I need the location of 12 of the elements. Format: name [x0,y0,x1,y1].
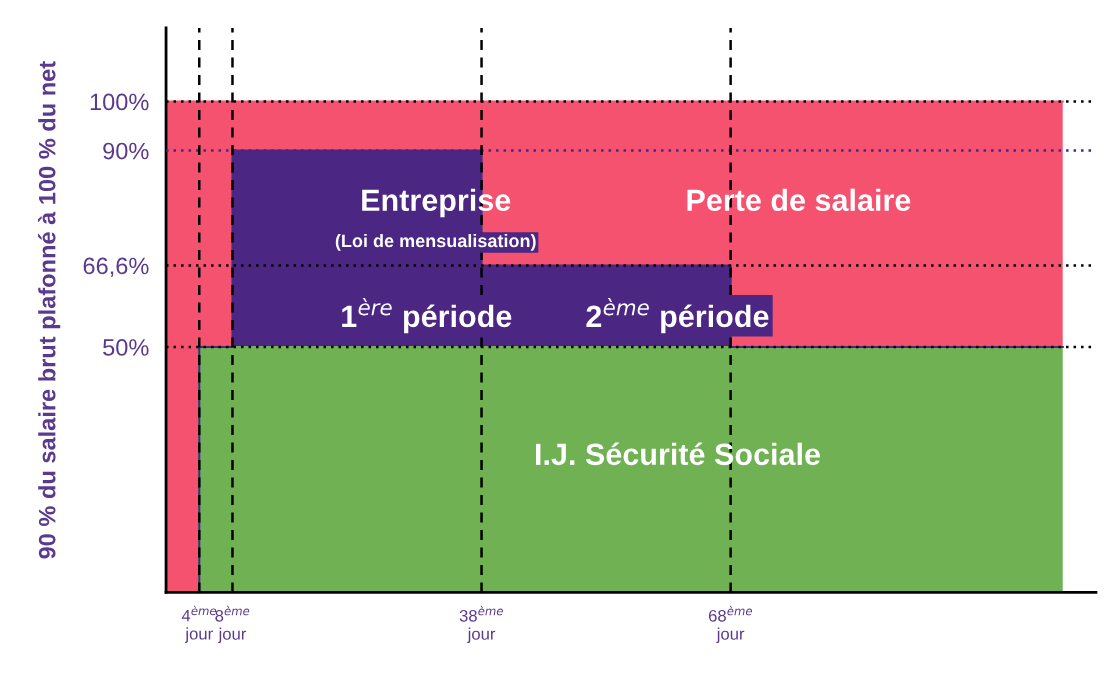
y-tick-label: 66,6% [83,257,149,278]
annotation: (Loi de mensualisation) [335,234,536,251]
y-tick-label: 90% [103,142,149,160]
x-tick-label: 8$^{ème}$ jour [215,605,250,644]
annotation: 2$^{ème}$ période [586,298,769,334]
annotation: 1$^{ère}$ période [342,298,512,334]
x-tick-label: 68$^{ème}$ jour [708,605,753,644]
series-label: I.J. Sécurité Sociale [536,442,820,466]
y-axis-title: 90 % du salaire brut plafonné à 100 % du net [38,61,61,559]
x-tick-label: 38$^{ème}$ jour [459,605,503,644]
y-tick-label: 100% [90,93,149,111]
y-tick-label: 50% [103,339,149,356]
